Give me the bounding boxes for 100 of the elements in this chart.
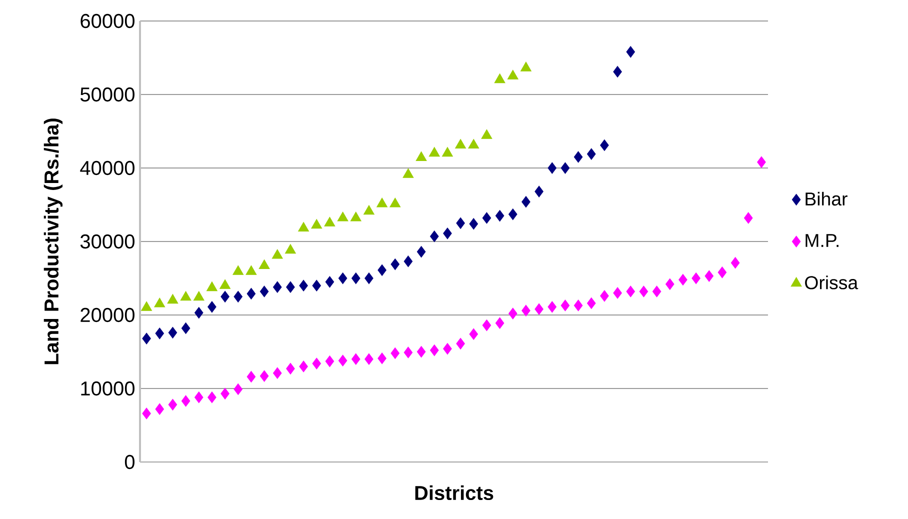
point bbox=[299, 280, 308, 292]
y-tick-label: 40000 bbox=[80, 160, 134, 176]
point bbox=[351, 272, 360, 284]
point bbox=[402, 168, 414, 178]
point bbox=[298, 222, 310, 232]
point bbox=[482, 212, 492, 224]
point bbox=[246, 265, 257, 275]
point bbox=[404, 256, 413, 268]
point bbox=[142, 408, 151, 420]
point bbox=[494, 74, 506, 84]
point bbox=[378, 264, 386, 276]
point bbox=[534, 303, 544, 315]
point bbox=[613, 66, 622, 78]
legend-label: Orissa bbox=[805, 276, 858, 290]
point bbox=[586, 297, 596, 310]
point bbox=[364, 272, 374, 284]
point bbox=[376, 198, 388, 208]
point bbox=[626, 286, 636, 298]
legend-label: Bihar bbox=[806, 192, 848, 206]
point bbox=[194, 392, 204, 404]
point bbox=[181, 395, 190, 407]
point bbox=[404, 346, 413, 358]
point bbox=[416, 346, 426, 358]
point bbox=[522, 196, 530, 208]
point bbox=[704, 270, 714, 282]
y-tick-label: 50000 bbox=[80, 87, 134, 102]
point bbox=[337, 212, 348, 222]
y-tick-label: 30000 bbox=[80, 234, 134, 249]
point bbox=[718, 266, 727, 278]
point bbox=[299, 360, 308, 372]
point bbox=[260, 286, 269, 298]
legend-label: M.P. bbox=[806, 234, 838, 247]
point bbox=[482, 320, 492, 332]
point bbox=[312, 280, 322, 292]
point bbox=[455, 138, 466, 148]
point bbox=[534, 186, 544, 198]
point bbox=[208, 392, 216, 404]
point bbox=[390, 198, 401, 208]
point bbox=[390, 258, 400, 270]
point bbox=[181, 322, 190, 334]
point bbox=[142, 332, 151, 344]
point bbox=[324, 216, 336, 226]
point bbox=[194, 307, 204, 319]
point bbox=[258, 259, 270, 270]
point bbox=[481, 129, 492, 139]
point bbox=[652, 286, 662, 298]
point bbox=[286, 362, 295, 374]
x-axis-title: Districts bbox=[415, 485, 494, 500]
point bbox=[639, 286, 648, 298]
point bbox=[193, 291, 204, 301]
point bbox=[507, 70, 518, 80]
point bbox=[312, 358, 322, 370]
point bbox=[363, 205, 374, 215]
point bbox=[180, 291, 192, 301]
point bbox=[208, 301, 216, 313]
point bbox=[234, 290, 243, 302]
y-axis-title: Land Productivity (Rs./ha) bbox=[44, 118, 63, 364]
point bbox=[272, 249, 283, 259]
point bbox=[508, 208, 518, 220]
point bbox=[548, 162, 557, 174]
point bbox=[456, 338, 465, 350]
point bbox=[626, 46, 636, 58]
point bbox=[495, 317, 504, 329]
point bbox=[560, 300, 570, 312]
point bbox=[600, 290, 609, 302]
point bbox=[220, 290, 230, 302]
point bbox=[234, 383, 243, 395]
point bbox=[260, 370, 269, 382]
point bbox=[338, 354, 348, 366]
point bbox=[730, 257, 740, 269]
y-tick-label: 60000 bbox=[80, 14, 134, 28]
point bbox=[206, 282, 218, 292]
point bbox=[325, 276, 334, 288]
point bbox=[154, 298, 166, 308]
point bbox=[272, 281, 282, 293]
point bbox=[141, 301, 152, 311]
point bbox=[428, 147, 440, 157]
y-tick-label: 20000 bbox=[80, 308, 134, 322]
point bbox=[430, 344, 439, 356]
point bbox=[325, 356, 334, 368]
point bbox=[338, 272, 348, 284]
point bbox=[155, 328, 164, 340]
point bbox=[220, 388, 230, 400]
point bbox=[272, 367, 282, 379]
point bbox=[364, 353, 374, 365]
point bbox=[744, 212, 753, 224]
point bbox=[508, 308, 518, 320]
point bbox=[286, 281, 295, 293]
point bbox=[430, 230, 439, 242]
point bbox=[167, 294, 178, 304]
point bbox=[442, 147, 453, 157]
point bbox=[416, 151, 427, 161]
point bbox=[246, 288, 256, 300]
point bbox=[495, 210, 504, 222]
point bbox=[692, 272, 700, 284]
point bbox=[678, 274, 688, 286]
point bbox=[548, 301, 557, 313]
point bbox=[155, 403, 164, 415]
point bbox=[665, 278, 674, 290]
point bbox=[311, 219, 322, 229]
